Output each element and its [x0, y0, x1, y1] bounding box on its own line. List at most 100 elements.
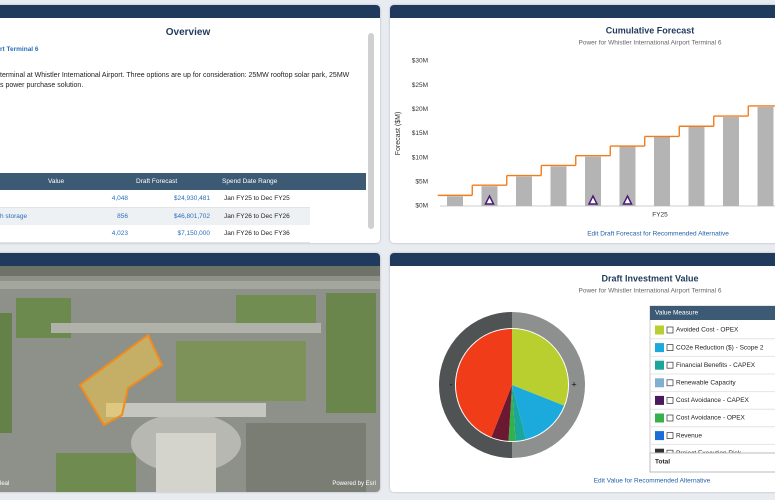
legend-entry: Financial Benefits - CAPEX [676, 362, 756, 369]
milestone [587, 194, 599, 205]
panel-header [390, 253, 775, 266]
terminal [156, 433, 216, 492]
legend-header [650, 306, 775, 320]
y-tick-label: $25M [412, 82, 428, 89]
bar [447, 196, 463, 206]
cell: 4,048 [111, 195, 128, 202]
investment-chart: Draft Investment Value Power for Whistler… [439, 273, 775, 485]
pie-slice [512, 385, 526, 441]
overview-panel: Overview rt Terminal 6 terminal at Whist… [0, 5, 380, 243]
pie-slice [491, 385, 512, 441]
legend-icon [666, 397, 674, 404]
bar [654, 136, 670, 206]
y-tick-label: $0M [415, 203, 428, 210]
cell: Jan FY25 to Dec FY25 [224, 195, 290, 202]
edit-link[interactable]: Edit Draft Forecast for Recommended Alte… [587, 231, 729, 238]
forecast-panel: Cumulative Forecast Power for Whistler In… [390, 5, 775, 243]
pie-slice [512, 385, 565, 440]
y-tick-label: $5M [415, 179, 428, 186]
runway [0, 266, 380, 276]
legend-icon [666, 326, 674, 334]
chart-subtitle: Power for Whistler International Airport… [579, 40, 722, 47]
cell: $7,150,000 [177, 230, 210, 237]
legend-entry: CO2e Reduction ($) - Scope 2 [676, 344, 764, 351]
legend-swatch [655, 325, 664, 335]
y-axis-label: Forecast ($M) [395, 112, 402, 156]
legend-entry: Revenue [676, 432, 702, 439]
scale-text: leal [0, 481, 10, 487]
cell: Jan FY26 to Dec FY26 [224, 212, 290, 220]
legend-icon [666, 414, 674, 422]
panel-header [0, 5, 380, 18]
y-tick-label: $20M [412, 106, 428, 113]
scrollbar[interactable] [368, 33, 374, 229]
taxiway [51, 323, 321, 333]
bar [516, 176, 532, 206]
legend-icon [666, 344, 674, 351]
table: Value Draft Forecast Spend Date Range 4,048… [0, 173, 366, 243]
chart-title: Draft Investment Value [601, 273, 698, 283]
y-tick-label: $10M [412, 154, 428, 161]
grass [326, 293, 376, 413]
cell: $46,801,702 [173, 212, 210, 220]
cell: 856 [117, 212, 128, 220]
legend-footer-bg [649, 452, 775, 473]
legend-entry: Renewable Capacity [676, 380, 736, 387]
bar [585, 156, 601, 206]
milestone [484, 194, 495, 205]
ring-label: + [571, 379, 576, 389]
map[interactable] [0, 253, 380, 492]
site-polygon[interactable] [78, 333, 164, 427]
legend-swatch [655, 343, 664, 353]
panel-header [0, 253, 380, 266]
taxiway [0, 281, 380, 289]
cell: Jan FY26 to Dec FY36 [224, 230, 290, 237]
grass [176, 341, 306, 401]
x-axis-label: FY25 [652, 212, 668, 219]
grass [0, 313, 12, 433]
bar [550, 166, 567, 206]
y-tick-label: $15M [412, 130, 428, 137]
legend-title: Value Measure [655, 310, 699, 317]
description-line: terminal at Whistler International Airpo… [0, 72, 350, 79]
apron [246, 423, 366, 492]
overview-subtitle: rt Terminal 6 [0, 46, 39, 53]
legend-entry: Avoided Cost - OPEX [676, 327, 739, 334]
legend-swatch [655, 395, 664, 405]
pie-slice [512, 329, 568, 406]
legend-swatch [655, 431, 664, 441]
bar [723, 117, 739, 206]
legend-icon [666, 379, 674, 387]
legend-entry: Cost Avoidance - CAPEX [676, 397, 750, 404]
overview-title: Overview [165, 27, 211, 38]
chart-subtitle: Power for Whistler International Airport… [579, 288, 722, 295]
legend-entry: Cost Avoidance - OPEX [676, 415, 746, 422]
bar [688, 126, 705, 206]
investment-panel: Draft Investment Value Power for Whistler… [390, 253, 775, 492]
pie-slice [508, 385, 516, 441]
forecast-chart: Cumulative Forecast Power for Whistler In… [390, 5, 775, 238]
edit-link[interactable]: Edit Value for Recommended Alternative [594, 478, 711, 485]
legend-icon [666, 361, 674, 369]
table-row [0, 225, 310, 243]
cell: $24,930,481 [173, 195, 210, 202]
map-panel: leal Powered by Esri [0, 253, 380, 492]
map-attribution: Powered by Esri [332, 481, 376, 487]
legend-swatch [655, 360, 664, 370]
y-tick-label: $30M [412, 58, 428, 65]
table-header [0, 173, 366, 190]
grass [56, 453, 136, 492]
column-header: Draft Forecast [136, 178, 178, 185]
panel-header [390, 5, 775, 18]
bar [619, 146, 636, 206]
legend-swatch [655, 413, 664, 423]
column-header: Value [48, 178, 65, 185]
cell: h storage [0, 212, 28, 220]
pie-slice [456, 329, 512, 438]
legend-icon [666, 432, 674, 439]
cell: 4,023 [111, 230, 128, 237]
description-line: s power purchase solution. [0, 82, 84, 89]
ring-label: - [450, 379, 453, 389]
concourse [106, 403, 266, 417]
